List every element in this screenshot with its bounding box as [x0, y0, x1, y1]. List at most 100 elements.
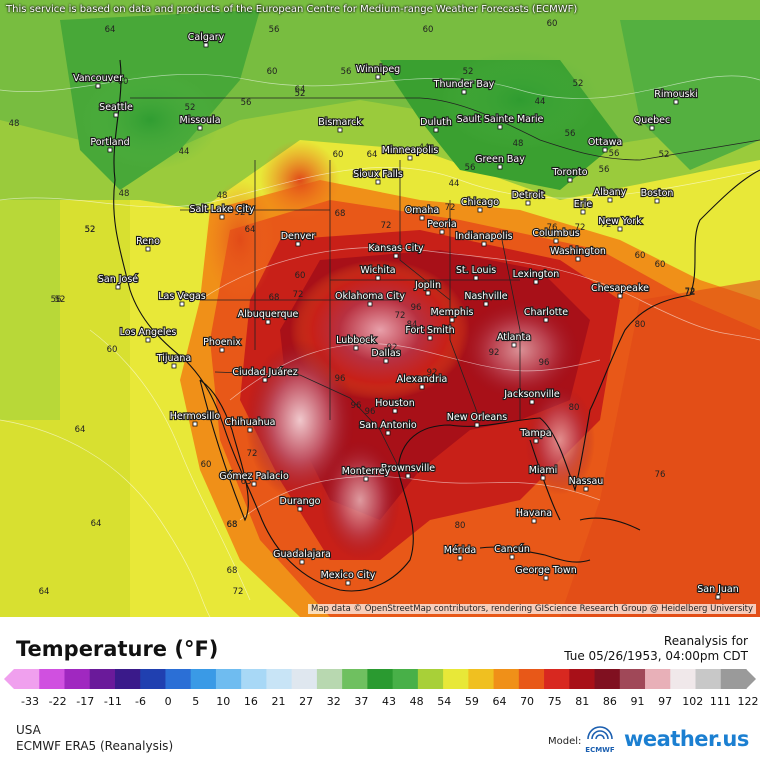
city-marker: Memphis	[429, 306, 475, 323]
colorbar-swatch	[190, 669, 217, 689]
isotherm-label: 92	[427, 368, 438, 378]
city-marker: Oklahoma City	[334, 290, 406, 307]
weather-us-brand[interactable]: weather.us	[624, 727, 749, 751]
city-marker: Gómez Palacio	[218, 470, 290, 487]
city-dot	[375, 275, 381, 281]
city-dot	[617, 293, 623, 299]
city-label: Los Angeles	[120, 327, 177, 338]
isotherm-label: 56	[599, 165, 610, 175]
city-label: Detroit	[512, 190, 545, 201]
city-dot	[473, 275, 479, 281]
colorbar-tick-label: 37	[354, 695, 369, 708]
city-marker: Lexington	[512, 268, 560, 285]
city-label: San Juan	[697, 584, 739, 595]
model-name: ECMWF ERA5 (Reanalysis)	[16, 739, 174, 753]
isotherm-label: 56	[341, 67, 352, 77]
city-label: St. Louis	[456, 265, 496, 276]
city-marker: Jacksonville	[502, 388, 561, 405]
isotherm-label: 72	[685, 288, 696, 298]
isotherm-label: 60	[547, 19, 558, 29]
city-marker: Tijuana	[155, 352, 192, 369]
isotherm-label: 96	[351, 401, 362, 411]
colorbar-swatch	[695, 669, 722, 689]
colorbar-tick-label: 0	[164, 695, 172, 708]
city-dot	[383, 358, 389, 364]
colorbar-swatch	[39, 669, 66, 689]
colorbar-swatch	[291, 669, 318, 689]
colorbar-swatch	[443, 669, 469, 689]
city-dot	[529, 399, 535, 405]
city-dot	[497, 164, 503, 170]
city-marker: Portland	[89, 136, 131, 153]
colorbar-swatch	[569, 669, 596, 689]
city-label: Quebec	[634, 115, 670, 126]
city-marker: Washington	[549, 245, 607, 262]
city-marker: Mérida	[443, 544, 477, 561]
colorbar-swatch	[114, 669, 141, 689]
city-marker: San Antonio	[358, 419, 418, 436]
city-label: Ciudad Juárez	[232, 367, 297, 378]
temperature-colorbar	[4, 669, 756, 689]
isotherm-label: 96	[365, 407, 376, 417]
isotherm-label: 52	[185, 103, 196, 113]
city-label: Erie	[574, 199, 593, 210]
isotherm-label: 68	[227, 520, 238, 530]
city-dot	[511, 342, 517, 348]
city-marker: Salt Lake City	[188, 203, 256, 220]
colorbar-tick-label: 97	[658, 695, 673, 708]
city-dot	[367, 301, 373, 307]
colorbar-swatch	[14, 669, 40, 689]
city-marker: St. Louis	[455, 264, 497, 281]
colorbar-swatch	[266, 669, 293, 689]
colorbar-swatch	[165, 669, 192, 689]
city-marker: Atlanta	[496, 331, 532, 348]
isotherm-label: 44	[419, 143, 430, 153]
city-marker: Rimouski	[653, 88, 699, 105]
city-marker: Sault Sainte Marie	[456, 113, 545, 130]
city-dot	[531, 518, 537, 524]
city-label: Nassau	[569, 476, 604, 487]
city-label: Miami	[529, 465, 558, 476]
city-dot	[192, 421, 198, 427]
city-label: Boston	[641, 188, 674, 199]
city-label: San Antonio	[359, 420, 417, 431]
colorbar-swatch	[392, 669, 419, 689]
isotherm-label: 60	[423, 25, 434, 35]
isotherm-label: 52	[573, 79, 584, 89]
city-label: Thunder Bay	[433, 79, 495, 90]
city-marker: Erie	[573, 198, 593, 215]
city-dot	[145, 246, 151, 252]
city-label: Portland	[90, 137, 129, 148]
isotherm-label: 60	[333, 150, 344, 160]
city-dot	[113, 112, 119, 118]
colorbar-tick-label: 86	[602, 695, 617, 708]
city-marker: Monterrey	[341, 465, 392, 482]
city-marker: Calgary	[187, 31, 226, 48]
colorbar-swatch	[241, 669, 268, 689]
colorbar-tick-label: -11	[103, 695, 122, 708]
colorbar-swatch	[720, 669, 747, 689]
city-label: Toronto	[551, 167, 587, 178]
city-marker: Albany	[593, 186, 628, 203]
city-marker: Havana	[515, 507, 553, 524]
colorbar-ticks: -33 -22 -17 -11 -6 0 5 10 16 21 27 32 37 43 48 54 59 64 70…	[0, 695, 760, 711]
city-dot	[393, 253, 399, 259]
city-dot	[673, 99, 679, 105]
city-marker: Sioux Falls	[352, 168, 404, 185]
colorbar-tick-label: 16	[243, 695, 258, 708]
isotherm-label: 52	[463, 67, 474, 77]
city-marker: Albuquerque	[237, 308, 300, 325]
city-label: Dallas	[371, 348, 400, 359]
city-marker: Guadalajara	[272, 548, 332, 565]
isotherm-label: 44	[179, 147, 190, 157]
isotherm-label: 60	[201, 460, 212, 470]
colorbar-tick-label: 48	[409, 695, 424, 708]
city-dot	[575, 256, 581, 262]
colorbar-tick-label: 10	[216, 695, 231, 708]
city-marker: Thunder Bay	[432, 78, 496, 95]
city-dot	[407, 155, 413, 161]
city-label: Havana	[516, 508, 552, 519]
isotherm-label: 48	[119, 189, 130, 199]
colorbar-swatch	[518, 669, 545, 689]
colorbar-swatch	[215, 669, 242, 689]
